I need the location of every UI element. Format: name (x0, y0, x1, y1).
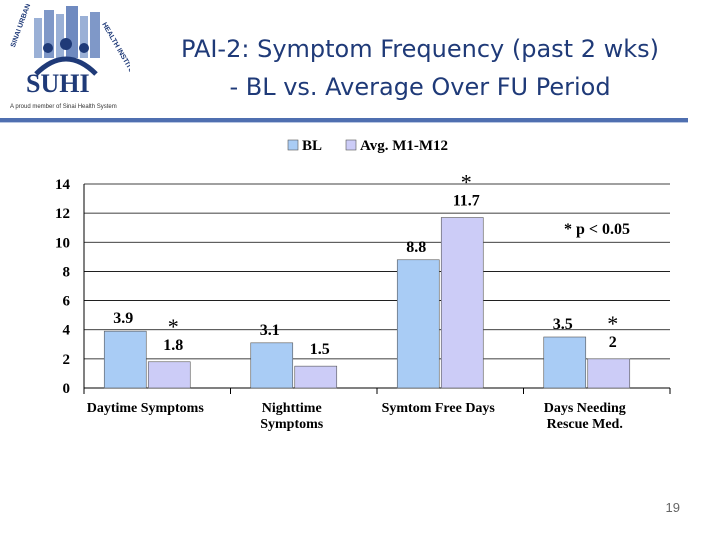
data-label: 3.5 (553, 316, 573, 333)
bar-bl (103, 330, 147, 389)
title-line-2: - BL vs. Average Over FU Period (229, 73, 611, 101)
title-rule-thin (0, 122, 688, 123)
title-line-1: PAI-2: Symptom Frequency (past 2 wks) (181, 35, 659, 63)
suhi-logo: SUHI A proud member of Sinai Health Syst… (10, 4, 130, 110)
data-label: 3.1 (260, 322, 280, 339)
category-label: Rescue Med. (547, 417, 623, 432)
y-tick-label: 10 (55, 235, 70, 251)
y-tick-label: 8 (63, 264, 71, 280)
slide-title: PAI-2: Symptom Frequency (past 2 wks) - … (140, 30, 700, 106)
legend-swatch (345, 139, 357, 151)
bar-bl (396, 259, 440, 389)
significance-asterisk: * (168, 314, 179, 339)
legend: BL Avg. M1-M12 (287, 138, 448, 154)
category-label: Symptoms (260, 417, 324, 432)
significance-note: * p < 0.05 (564, 221, 630, 238)
data-label: 2 (609, 334, 617, 351)
bar-fu (147, 361, 191, 389)
y-tick-label: 6 (63, 294, 71, 310)
y-tick-label: 2 (63, 352, 71, 368)
category-label: Days Needing (544, 401, 626, 416)
legend-swatch (287, 139, 299, 151)
logo-text: SUHI (26, 69, 90, 98)
data-label: 8.8 (406, 239, 426, 256)
significance-asterisk: * (461, 170, 472, 195)
data-label: 1.5 (310, 341, 330, 358)
title-rule (0, 118, 688, 122)
category-label: Nighttime (262, 401, 322, 416)
bar-fu (440, 217, 484, 389)
logo-arc-left: SINAI URBAN (10, 4, 32, 48)
bars (103, 217, 631, 389)
logo-arc-right: HEALTH INSTITUTE (100, 22, 130, 83)
data-labels: 3.91.8* 3.11.58.811.7*3.52* (113, 170, 618, 359)
category-label: Daytime Symptoms (87, 401, 205, 416)
category-label: Symtom Free Days (382, 401, 496, 416)
y-tick-label: 12 (55, 206, 70, 222)
page-number: 19 (665, 500, 680, 515)
y-tick-label: 14 (55, 177, 71, 193)
bar-bl (250, 342, 294, 389)
y-tick-label: 0 (63, 381, 71, 397)
bar-bl (543, 336, 587, 389)
data-label: 1.8 (163, 337, 183, 354)
data-label: 11.7 (453, 193, 480, 210)
legend-label: BL (302, 138, 322, 154)
data-label: 3.9 (113, 310, 133, 327)
logo-tagline: A proud member of Sinai Health System (10, 104, 117, 110)
bar-fu (587, 358, 631, 389)
legend-label: Avg. M1-M12 (360, 138, 448, 154)
significance-asterisk: * (607, 311, 618, 336)
bar-fu (294, 365, 338, 389)
y-tick-label: 4 (63, 323, 71, 339)
